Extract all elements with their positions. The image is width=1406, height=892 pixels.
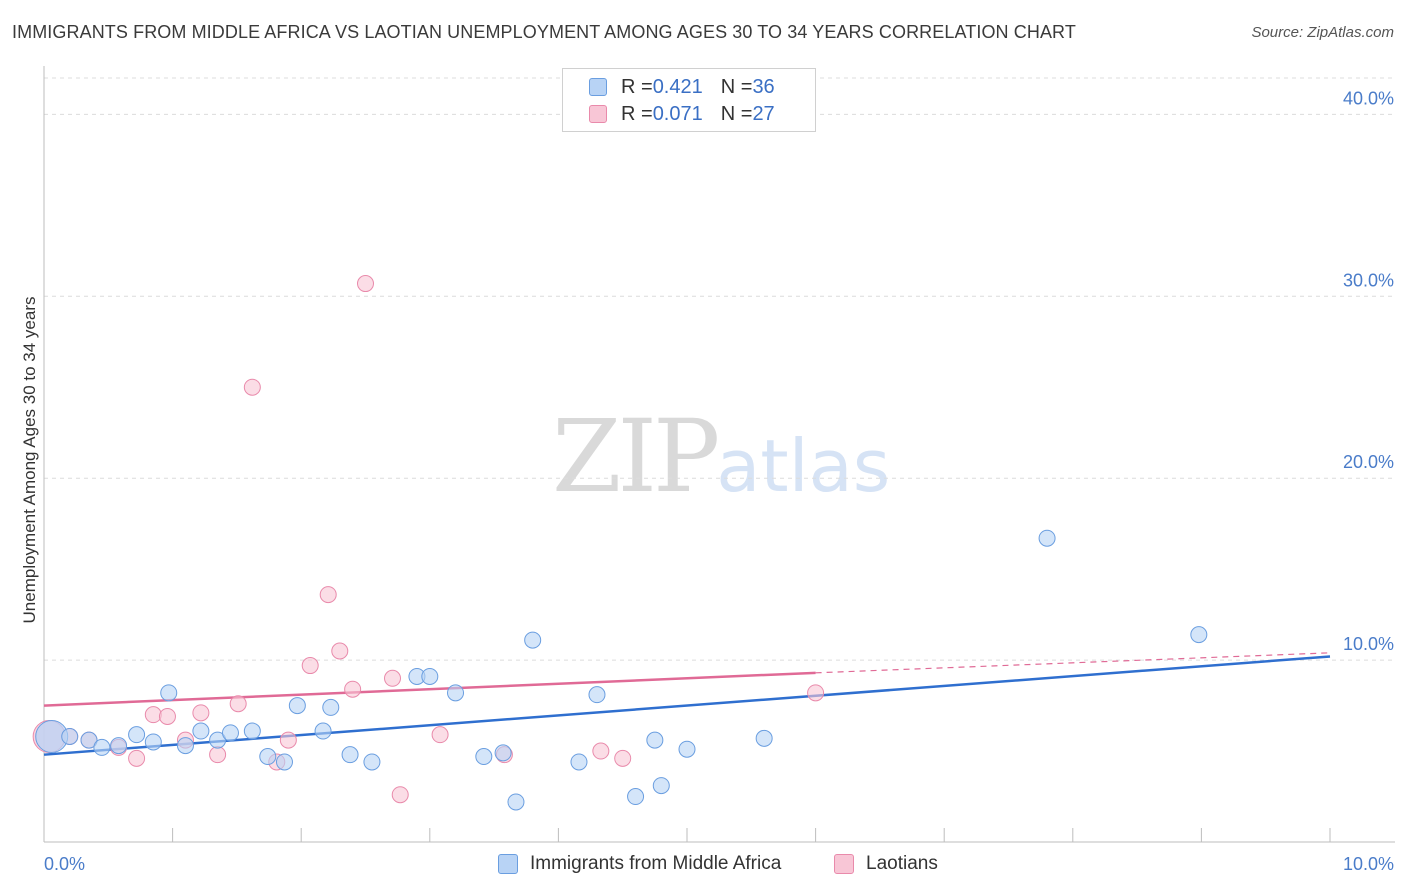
axes (43, 66, 1395, 843)
y-tick-label: 10.0% (1343, 634, 1394, 654)
point-laotians (384, 669, 402, 687)
point-immigrants (363, 753, 381, 771)
legend-n-value: 36 (752, 75, 775, 98)
trend-line-laotians-extension (815, 652, 1331, 674)
point-laotians (807, 684, 825, 702)
point-laotians (229, 695, 247, 713)
point-immigrants (652, 777, 670, 795)
point-immigrants (646, 731, 664, 749)
point-immigrants (322, 698, 340, 716)
point-immigrants (128, 726, 146, 744)
watermark-zip: ZIP (552, 398, 720, 515)
point-immigrants (475, 748, 493, 766)
y-tick-label: 40.0% (1343, 88, 1394, 108)
point-laotians (614, 749, 632, 767)
legend-item-immigrants: Immigrants from Middle Africa (498, 852, 781, 876)
point-immigrants (192, 722, 210, 740)
point-immigrants (221, 724, 239, 742)
legend-r-label: R = (621, 102, 653, 125)
grid-lines (44, 77, 1395, 661)
point-laotians (279, 731, 297, 749)
legend-label: Immigrants from Middle Africa (530, 853, 782, 874)
point-immigrants (507, 793, 525, 811)
legend-swatch-blue (589, 78, 607, 96)
y-tick-label: 20.0% (1343, 452, 1394, 472)
point-laotians (128, 749, 146, 767)
point-laotians (301, 657, 319, 675)
point-immigrants (447, 684, 465, 702)
point-laotians (391, 786, 409, 804)
chart-title: IMMIGRANTS FROM MIDDLE AFRICA VS LAOTIAN… (12, 22, 1076, 42)
point-laotians (209, 746, 227, 764)
point-immigrants (93, 738, 111, 756)
legend-r-value: 0.071 (652, 102, 703, 125)
point-immigrants (494, 744, 512, 762)
point-laotians (192, 704, 210, 722)
legend-row-blue: R = 0.421 N = 36 (589, 75, 775, 99)
legend-r-label: R = (621, 75, 653, 98)
point-immigrants (524, 631, 542, 649)
point-immigrants (176, 737, 194, 755)
legend-r-value: 0.421 (652, 75, 703, 98)
point-laotians (319, 586, 337, 604)
point-immigrants (61, 727, 79, 745)
point-laotians (357, 275, 374, 293)
legend-n-value: 27 (752, 102, 775, 125)
correlation-legend: R = 0.421 N = 36 R = 0.071 N = 27 (562, 68, 816, 132)
x-tick-label: 10.0% (1343, 854, 1394, 874)
point-laotians (592, 742, 610, 760)
point-immigrants (588, 686, 606, 704)
legend-swatch-pink (834, 854, 854, 874)
point-laotians (144, 706, 162, 724)
axis-labels: 10.0% 20.0% 30.0% 40.0% 0.0% 10.0% Unemploymen… (20, 88, 1394, 874)
legend-n-label: N = (720, 102, 753, 125)
point-immigrants (110, 737, 128, 755)
point-laotians (344, 680, 362, 698)
point-immigrants (341, 746, 359, 764)
x-tick-label: 0.0% (44, 854, 85, 874)
point-immigrants (160, 684, 178, 702)
data-points (32, 275, 1208, 811)
point-immigrants (570, 753, 588, 771)
point-laotians (431, 726, 449, 744)
watermark-atlas: atlas (716, 424, 891, 508)
point-immigrants (1038, 529, 1056, 547)
point-laotians (331, 642, 349, 660)
legend-n-label: N = (720, 75, 753, 98)
legend-swatch-pink (589, 105, 607, 123)
point-immigrants (678, 740, 696, 758)
point-immigrants (755, 729, 773, 747)
legend-label: Laotians (866, 853, 938, 874)
point-immigrants (243, 722, 261, 740)
point-immigrants (144, 733, 162, 751)
point-immigrants (627, 788, 645, 806)
point-immigrants (288, 697, 306, 715)
point-laotians (243, 378, 261, 396)
legend-row-pink: R = 0.071 N = 27 (589, 102, 775, 126)
point-immigrants (80, 731, 98, 749)
point-laotians (158, 707, 176, 725)
point-immigrants (259, 748, 277, 766)
source-label: Source: ZipAtlas.com (1251, 24, 1394, 41)
y-axis-label: Unemployment Among Ages 30 to 34 years (20, 297, 39, 624)
point-immigrants (275, 753, 293, 771)
watermark: ZIPatlas (552, 398, 890, 515)
point-immigrants (421, 667, 439, 685)
point-immigrants (1190, 626, 1208, 644)
point-immigrants (209, 731, 227, 749)
point-immigrants (314, 722, 332, 740)
legend-swatch-blue (498, 854, 518, 874)
legend-item-laotians: Laotians (834, 852, 938, 876)
trend-line-immigrants (43, 655, 1331, 756)
y-tick-label: 30.0% (1343, 270, 1394, 290)
